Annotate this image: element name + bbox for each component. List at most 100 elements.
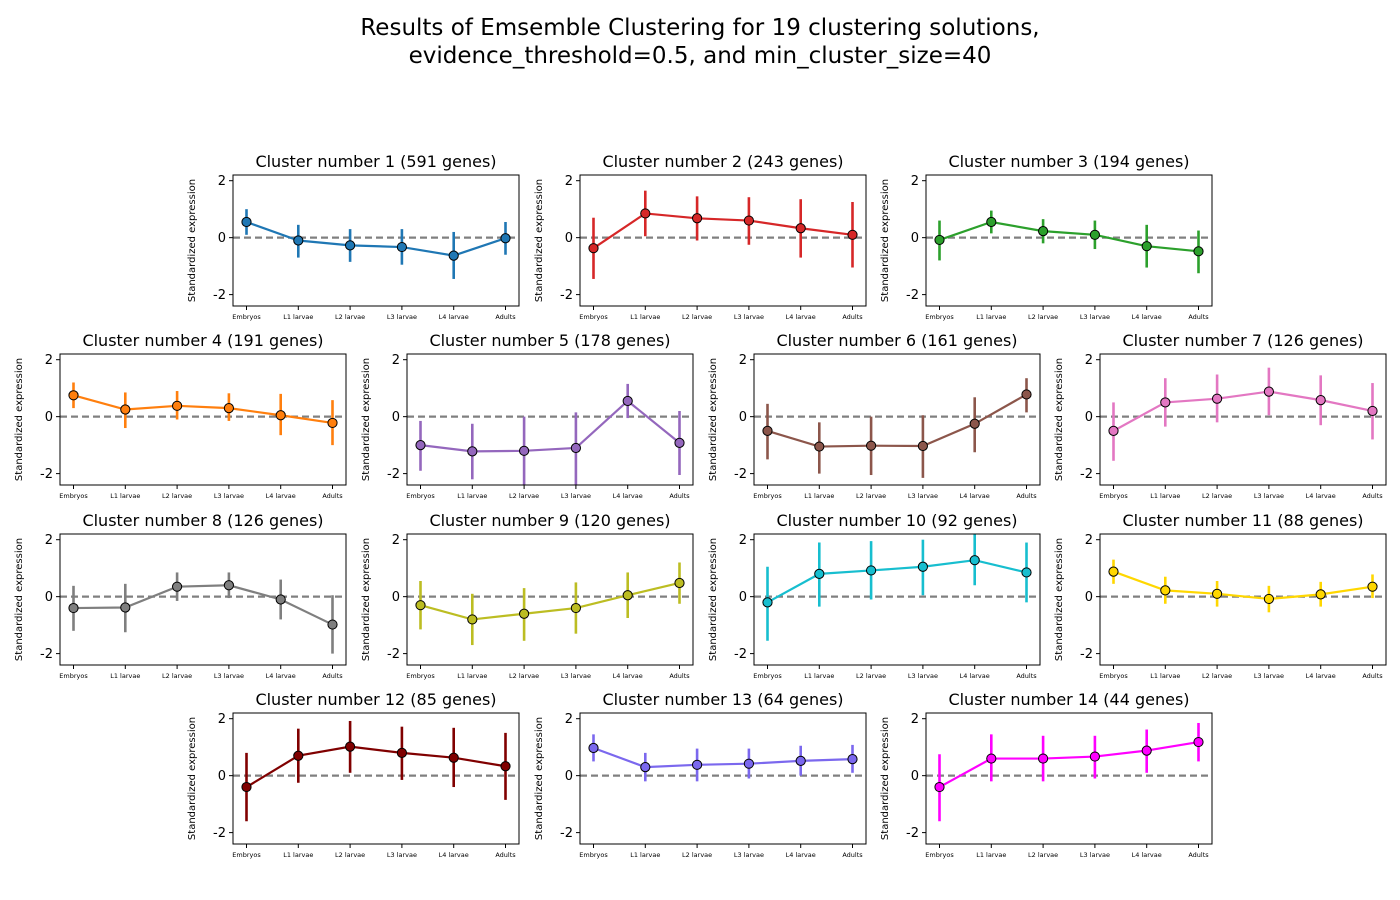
chart-panel-4: Cluster number 4 (191 genes) Standardized… [14, 331, 347, 500]
y-axis-label: Standardized expression [534, 717, 545, 840]
series-line [73, 584, 333, 626]
x-tick-label: L3 larvae [908, 492, 938, 500]
data-point [1089, 229, 1101, 240]
x-tick-label: L4 larvae [960, 492, 990, 500]
y-tick-label: -2 [906, 826, 919, 841]
data-point [467, 614, 478, 625]
x-tick-label: Embryos [1099, 492, 1128, 500]
x-tick-label: L3 larvae [387, 851, 417, 859]
x-tick-label: L3 larvae [561, 492, 591, 500]
x-tick-label: L3 larvae [561, 672, 591, 680]
y-tick-label: 0 [739, 410, 747, 425]
y-tick-label: 0 [218, 231, 226, 246]
x-tick-label: Embryos [59, 492, 88, 500]
data-point [1212, 393, 1223, 404]
plot-frame [406, 533, 694, 666]
data-point [1315, 589, 1326, 600]
y-tick-label: 2 [392, 533, 400, 548]
x-tick-label: L3 larvae [1080, 851, 1110, 859]
data-point [847, 754, 858, 765]
series-line [420, 581, 680, 621]
x-tick-label: Embryos [579, 851, 608, 859]
data-point [795, 223, 806, 234]
chart-panel-12: Cluster number 12 (85 genes) Standardized… [187, 690, 520, 859]
data-point [622, 590, 633, 601]
x-tick-label: L2 larvae [856, 672, 886, 680]
data-point [241, 781, 252, 793]
x-tick-label: L1 larvae [283, 851, 313, 859]
x-tick-label: L1 larvae [1150, 672, 1180, 680]
x-tick-label: Adults [495, 313, 516, 321]
x-tick-label: L1 larvae [630, 851, 660, 859]
data-point [1108, 566, 1119, 577]
figure-title-line2: evidence_threshold=0.5, and min_cluster_… [408, 43, 992, 69]
x-tick-label: Adults [1188, 313, 1209, 321]
data-point [500, 761, 511, 772]
data-point [640, 762, 651, 773]
x-tick-label: L1 larvae [804, 492, 834, 500]
data-point [934, 781, 945, 793]
data-point [275, 410, 286, 421]
series-line [939, 220, 1199, 253]
data-point [327, 417, 338, 429]
plot-area [60, 572, 346, 654]
data-point [519, 608, 530, 619]
figure-title-line1: Results of Emsemble Clustering for 19 cl… [360, 15, 1040, 41]
x-tick-label: Embryos [753, 672, 782, 680]
x-tick-label: L2 larvae [856, 492, 886, 500]
x-tick-label: Adults [1016, 672, 1037, 680]
x-tick-label: L3 larvae [1254, 492, 1284, 500]
x-tick-label: L1 larvae [976, 851, 1006, 859]
x-tick-label: L2 larvae [1028, 313, 1058, 321]
data-point [570, 442, 582, 454]
data-point [570, 602, 582, 614]
chart-title: Cluster number 3 (194 genes) [948, 152, 1189, 171]
plot-frame [1099, 533, 1387, 666]
data-point [1021, 567, 1032, 578]
chart-title: Cluster number 10 (92 genes) [776, 511, 1017, 530]
y-tick-label: 2 [565, 712, 573, 727]
chart-panel-3: Cluster number 3 (194 genes) Standardized… [880, 152, 1213, 321]
series-line [1112, 390, 1373, 432]
y-tick-label: 0 [565, 231, 573, 246]
plot-frame [925, 712, 1213, 845]
y-tick-label: -2 [213, 288, 226, 303]
y-axis-label: Standardized expression [14, 538, 25, 661]
plot-area [580, 734, 866, 782]
x-tick-label: Embryos [406, 672, 435, 680]
chart-panel-2: Cluster number 2 (243 genes) Standardized… [534, 152, 867, 321]
plot-frame [232, 712, 520, 845]
data-point [396, 747, 407, 758]
x-tick-label: Embryos [406, 492, 435, 500]
data-point [588, 243, 599, 254]
x-tick-label: L1 larvae [110, 672, 140, 680]
x-tick-label: L2 larvae [162, 672, 192, 680]
plot-frame [232, 174, 520, 307]
y-axis-label: Standardized expression [1054, 358, 1065, 481]
series-line [420, 399, 681, 453]
y-tick-label: -2 [734, 647, 747, 662]
x-tick-label: L2 larvae [509, 672, 539, 680]
y-axis-label: Standardized expression [1054, 538, 1065, 661]
plot-frame [579, 174, 867, 307]
x-tick-label: L4 larvae [1132, 851, 1162, 859]
data-point [986, 216, 997, 228]
x-tick-label: L2 larvae [335, 851, 365, 859]
data-point [1038, 753, 1049, 764]
data-point [448, 752, 459, 763]
y-tick-label: 2 [739, 353, 747, 368]
data-point [917, 440, 929, 452]
data-point [519, 445, 530, 456]
x-tick-label: L3 larvae [1080, 313, 1110, 321]
y-tick-label: 0 [911, 231, 919, 246]
data-point [1263, 386, 1275, 397]
y-tick-label: 0 [392, 590, 400, 605]
series-line [766, 559, 1027, 604]
plot-frame [925, 174, 1213, 307]
data-point [241, 216, 252, 228]
x-tick-label: L4 larvae [266, 492, 296, 500]
y-tick-label: 2 [739, 533, 747, 548]
x-tick-label: Embryos [579, 313, 608, 321]
y-tick-label: 2 [45, 533, 53, 548]
data-point [500, 233, 511, 244]
